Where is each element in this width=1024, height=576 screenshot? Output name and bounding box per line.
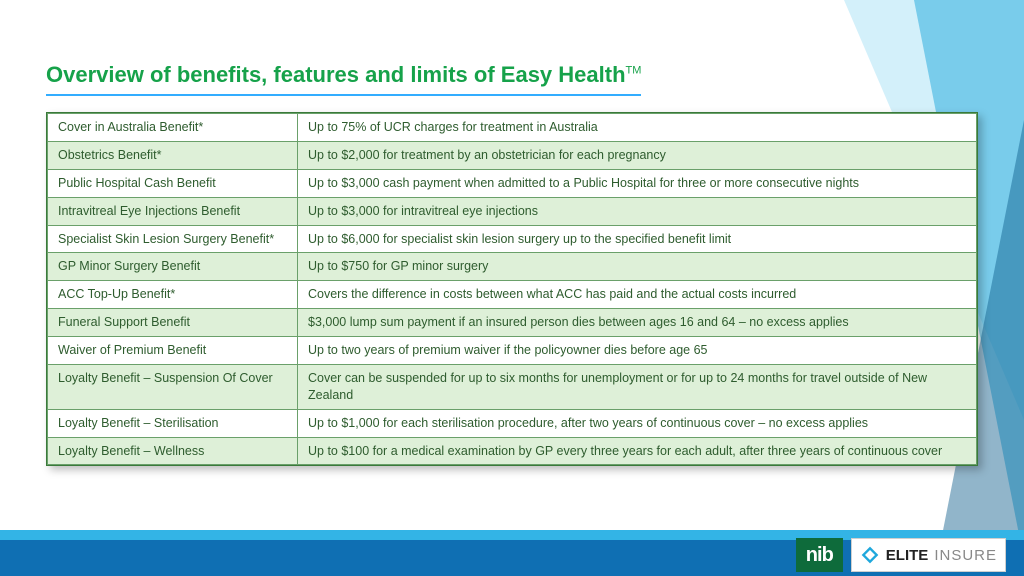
benefit-name-cell: Loyalty Benefit – Sterilisation	[48, 409, 298, 437]
title-superscript: TM	[626, 65, 642, 77]
table-row: Loyalty Benefit – Suspension Of CoverCov…	[48, 364, 977, 409]
elite-text-bold: ELITE	[886, 547, 929, 564]
benefit-name-cell: Loyalty Benefit – Wellness	[48, 437, 298, 465]
benefit-name-cell: Loyalty Benefit – Suspension Of Cover	[48, 364, 298, 409]
benefit-desc-cell: $3,000 lump sum payment if an insured pe…	[298, 309, 977, 337]
table-row: Funeral Support Benefit$3,000 lump sum p…	[48, 309, 977, 337]
benefit-desc-cell: Up to $750 for GP minor surgery	[298, 253, 977, 281]
table-row: ACC Top-Up Benefit*Covers the difference…	[48, 281, 977, 309]
table-row: Loyalty Benefit – WellnessUp to $100 for…	[48, 437, 977, 465]
benefits-table: Cover in Australia Benefit*Up to 75% of …	[47, 113, 977, 465]
footer-bar: nib ELITE INSURE	[0, 530, 1024, 576]
table-row: Waiver of Premium BenefitUp to two years…	[48, 337, 977, 365]
eliteinsure-logo: ELITE INSURE	[851, 538, 1006, 572]
benefit-name-cell: Funeral Support Benefit	[48, 309, 298, 337]
benefit-desc-cell: Up to $3,000 cash payment when admitted …	[298, 169, 977, 197]
benefits-table-container: Cover in Australia Benefit*Up to 75% of …	[46, 112, 978, 466]
benefit-desc-cell: Cover can be suspended for up to six mon…	[298, 364, 977, 409]
title-text: Overview of benefits, features and limit…	[46, 62, 626, 87]
slide: Overview of benefits, features and limit…	[0, 0, 1024, 576]
benefit-desc-cell: Up to $3,000 for intravitreal eye inject…	[298, 197, 977, 225]
table-row: GP Minor Surgery BenefitUp to $750 for G…	[48, 253, 977, 281]
benefit-name-cell: Public Hospital Cash Benefit	[48, 169, 298, 197]
page-title: Overview of benefits, features and limit…	[46, 62, 641, 96]
table-row: Obstetrics Benefit*Up to $2,000 for trea…	[48, 141, 977, 169]
benefit-desc-cell: Up to $2,000 for treatment by an obstetr…	[298, 141, 977, 169]
eliteinsure-icon	[860, 545, 880, 565]
benefit-desc-cell: Up to 75% of UCR charges for treatment i…	[298, 114, 977, 142]
benefit-desc-cell: Covers the difference in costs between w…	[298, 281, 977, 309]
benefit-name-cell: Waiver of Premium Benefit	[48, 337, 298, 365]
benefit-name-cell: GP Minor Surgery Benefit	[48, 253, 298, 281]
table-row: Intravitreal Eye Injections BenefitUp to…	[48, 197, 977, 225]
table-row: Specialist Skin Lesion Surgery Benefit*U…	[48, 225, 977, 253]
benefit-name-cell: Obstetrics Benefit*	[48, 141, 298, 169]
benefit-desc-cell: Up to two years of premium waiver if the…	[298, 337, 977, 365]
nib-logo: nib	[796, 538, 843, 572]
benefit-name-cell: Intravitreal Eye Injections Benefit	[48, 197, 298, 225]
benefit-desc-cell: Up to $100 for a medical examination by …	[298, 437, 977, 465]
benefit-name-cell: Cover in Australia Benefit*	[48, 114, 298, 142]
benefit-name-cell: ACC Top-Up Benefit*	[48, 281, 298, 309]
elite-text-thin: INSURE	[934, 547, 997, 564]
benefit-desc-cell: Up to $1,000 for each sterilisation proc…	[298, 409, 977, 437]
benefit-name-cell: Specialist Skin Lesion Surgery Benefit*	[48, 225, 298, 253]
table-row: Cover in Australia Benefit*Up to 75% of …	[48, 114, 977, 142]
table-row: Public Hospital Cash BenefitUp to $3,000…	[48, 169, 977, 197]
table-row: Loyalty Benefit – SterilisationUp to $1,…	[48, 409, 977, 437]
benefit-desc-cell: Up to $6,000 for specialist skin lesion …	[298, 225, 977, 253]
footer-logos: nib ELITE INSURE	[796, 538, 1006, 572]
